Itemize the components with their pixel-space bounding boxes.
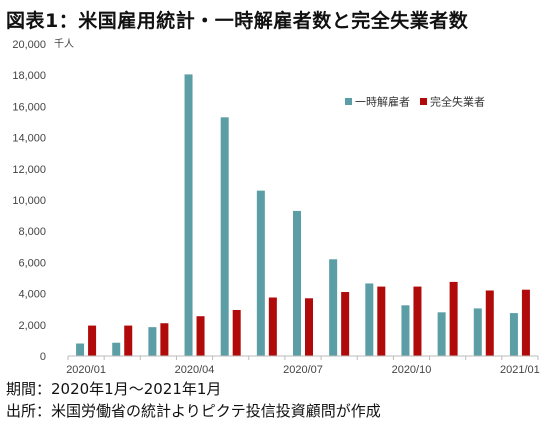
bar-unemployed-2020-08: [341, 292, 350, 356]
x-tick-label: 2020/04: [175, 364, 215, 376]
legend-swatch-temporary-layoff: [345, 98, 352, 105]
x-tick-label: 2020/01: [66, 364, 106, 376]
period-note: 期間：2020年1月～2021年1月: [6, 380, 222, 398]
y-tick-label: 0: [40, 351, 46, 363]
legend-label-unemployed: 完全失業者: [430, 95, 485, 109]
y-tick-label: 10,000: [12, 195, 46, 207]
chart-title: 図表1：米国雇用統計・一時解雇者数と完全失業者数: [6, 10, 469, 32]
bar-temporary-layoff-2020-02: [112, 342, 121, 356]
legend-label-temporary-layoff: 一時解雇者: [355, 95, 410, 109]
y-tick-label: 2,000: [18, 320, 46, 332]
x-axis: 2020/01 2020/04 2020/07 2020/10 2021/01: [66, 355, 540, 376]
bar-temporary-layoff-2020-11: [437, 312, 446, 356]
bar-temporary-layoff-2020-04: [184, 74, 193, 357]
legend: 一時解雇者 完全失業者: [345, 95, 485, 109]
x-tick-label: 2021/01: [500, 364, 540, 376]
y-tick-label: 12,000: [12, 164, 46, 176]
bar-unemployed-2020-06: [268, 297, 277, 356]
bar-temporary-layoff-2020-09: [365, 283, 374, 356]
bar-unemployed-2020-01: [88, 325, 97, 356]
bar-temporary-layoff-2020-12: [473, 308, 482, 356]
y-axis: 0 2,000 4,000 6,000 8,000 10,000 12,000 14,000 1…: [12, 39, 46, 363]
bar-temporary-layoff-2020-01: [76, 343, 85, 356]
y-axis-unit-label: 千人: [54, 38, 74, 50]
bar-temporary-layoff-2020-06: [256, 190, 265, 356]
bar-unemployed-2020-10: [413, 286, 422, 356]
bar-unemployed-2020-04: [196, 316, 205, 356]
bar-unemployed-2021-01: [521, 289, 530, 356]
bar-unemployed-2020-03: [160, 323, 169, 356]
y-tick-label: 16,000: [12, 101, 46, 113]
bar-chart: 0 2,000 4,000 6,000 8,000 10,000 12,000 14,000 1…: [12, 38, 540, 376]
source-note: 出所：米国労働省の統計よりピクテ投信投資顧問が作成: [6, 402, 381, 420]
x-tick-label: 2020/10: [392, 364, 432, 376]
bar-temporary-layoff-2020-07: [293, 210, 301, 356]
y-tick-label: 6,000: [18, 257, 46, 269]
bar-temporary-layoff-2020-10: [401, 305, 410, 356]
bar-unemployed-2020-05: [232, 309, 241, 356]
bar-temporary-layoff-2020-05: [220, 117, 229, 356]
chart-area: 0 2,000 4,000 6,000 8,000 10,000 12,000 14,000 1…: [0, 30, 550, 380]
y-tick-label: 18,000: [12, 70, 46, 82]
legend-swatch-unemployed: [420, 98, 427, 105]
y-tick-label: 8,000: [18, 226, 46, 238]
bar-series: [76, 74, 530, 357]
bar-temporary-layoff-2021-01: [509, 313, 518, 356]
bar-unemployed-2020-11: [449, 281, 458, 356]
bar-unemployed-2020-07: [305, 298, 313, 356]
y-tick-label: 14,000: [12, 133, 46, 145]
bar-unemployed-2020-12: [485, 290, 494, 356]
y-tick-label: 4,000: [18, 289, 46, 301]
bar-temporary-layoff-2020-03: [148, 327, 157, 356]
bar-temporary-layoff-2020-08: [329, 259, 338, 356]
x-tick-label: 2020/07: [283, 364, 323, 376]
bar-unemployed-2020-02: [124, 325, 133, 356]
bar-unemployed-2020-09: [377, 286, 386, 356]
y-tick-label: 20,000: [12, 39, 46, 51]
